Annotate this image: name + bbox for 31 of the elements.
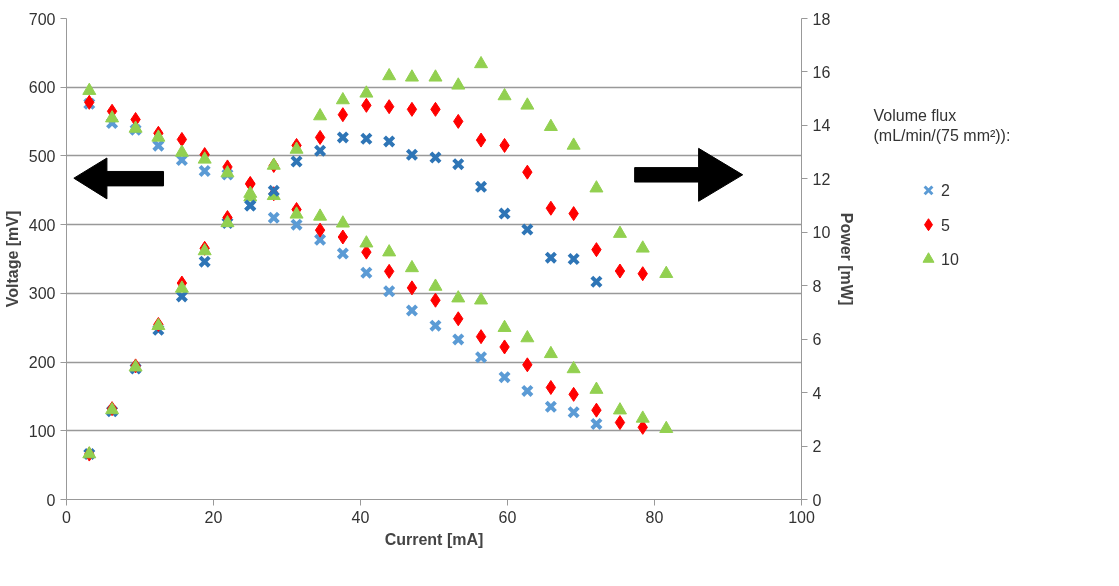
y-axis-title: Voltage [mV] xyxy=(3,210,21,308)
y2-tick-label: 6 xyxy=(812,331,822,349)
y2-tick-label: 0 xyxy=(812,491,822,509)
x-tick-label: 100 xyxy=(788,508,815,526)
y2-axis-title: Power [mW] xyxy=(838,212,856,306)
y-tick-label: 600 xyxy=(28,79,56,97)
y2-tick-label: 14 xyxy=(812,117,831,135)
x-axis-title: Current [mA] xyxy=(384,530,484,548)
y-tick-label: 700 xyxy=(28,10,56,28)
x-tick-label: 60 xyxy=(498,508,517,526)
y2-tick-label: 18 xyxy=(812,10,831,28)
legend-label: 5 xyxy=(941,216,950,234)
y2-tick-label: 2 xyxy=(812,438,822,456)
x-tick-label: 0 xyxy=(62,508,72,526)
legend-label: 2 xyxy=(941,182,950,200)
y2-tick-label: 4 xyxy=(812,384,822,402)
y2-tick-label: 12 xyxy=(812,170,831,188)
y2-tick-label: 10 xyxy=(812,224,831,242)
y2-tick-label: 8 xyxy=(812,277,822,295)
x-tick-label: 20 xyxy=(204,508,223,526)
y-tick-label: 0 xyxy=(46,491,56,509)
x-tick-label: 40 xyxy=(351,508,370,526)
x-tick-label: 80 xyxy=(645,508,664,526)
legend-title: Volume flux (mL/min/(75 mm²)): xyxy=(873,106,1011,145)
y-tick-label: 300 xyxy=(28,285,56,303)
y2-tick-label: 16 xyxy=(812,63,831,81)
y-tick-label: 100 xyxy=(28,422,56,440)
legend-label: 10 xyxy=(941,251,959,269)
y-tick-label: 200 xyxy=(28,354,56,372)
y-tick-label: 400 xyxy=(28,216,56,234)
y-tick-label: 500 xyxy=(28,147,56,165)
